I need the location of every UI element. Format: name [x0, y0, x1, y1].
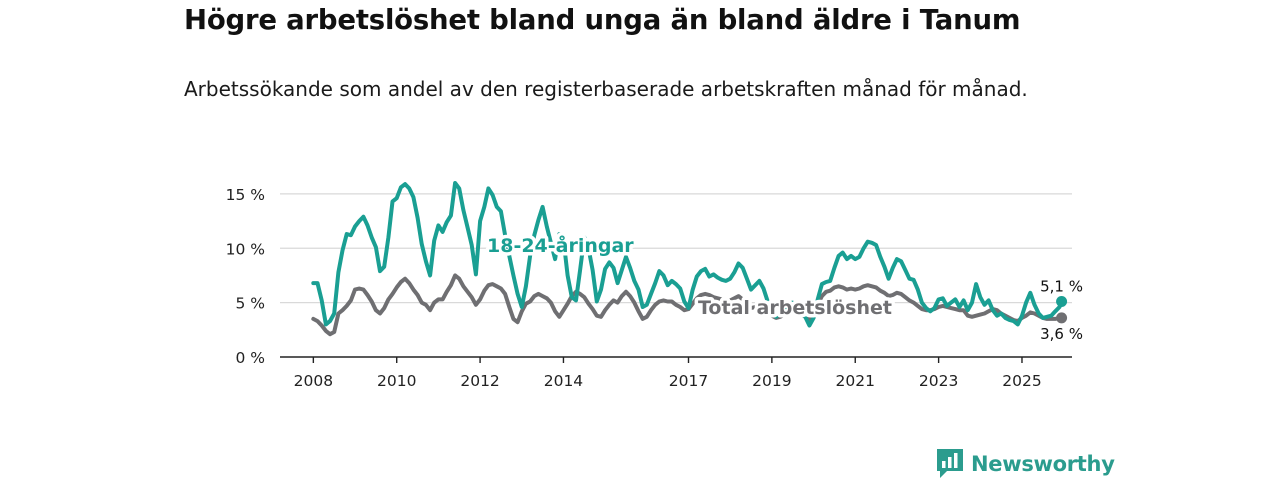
chart-subtitle: Arbetssökande som andel av den registerb…: [184, 77, 1028, 101]
end-point-total: [1056, 312, 1068, 324]
series-label-youth-halo: 18-24-åringar: [487, 233, 634, 257]
series-line-youth: [311, 181, 1064, 328]
end-label-youth: 5,1 %: [1040, 278, 1083, 296]
x-tick-label: 2010: [377, 372, 416, 390]
x-tick-label: 2017: [669, 372, 708, 390]
x-tick-label: 2023: [919, 372, 958, 390]
series-label-total-halo: Total arbetslöshet: [698, 297, 892, 319]
y-tick-label: 15 %: [226, 186, 265, 204]
brand-logo: Newsworthy: [937, 449, 1115, 479]
end-label-total: 3,6 %: [1040, 325, 1083, 343]
chart-title: Högre arbetslöshet bland unga än bland ä…: [184, 4, 1021, 36]
end-point-youth: [1056, 296, 1068, 308]
x-tick-label: 2012: [460, 372, 499, 390]
series-label-youth: 18-24-åringar: [487, 233, 634, 257]
x-tick-label: 2019: [752, 372, 791, 390]
y-tick-label: 0 %: [235, 349, 265, 367]
y-tick-label: 10 %: [226, 240, 265, 258]
newsworthy-logo-icon: [937, 449, 963, 478]
x-tick-label: 2025: [1002, 372, 1041, 390]
y-tick-label: 5 %: [235, 295, 265, 313]
x-tick-label: 2021: [836, 372, 875, 390]
x-tick-label: 2008: [294, 372, 333, 390]
x-tick-label: 2014: [544, 372, 583, 390]
brand-name: Newsworthy: [971, 452, 1115, 476]
series-label-total: Total arbetslöshet: [698, 297, 892, 319]
